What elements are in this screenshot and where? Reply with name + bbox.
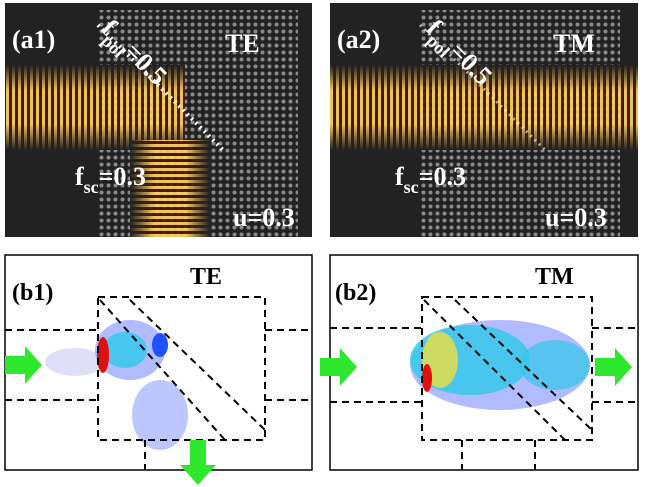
- mode-label: TM: [553, 29, 595, 58]
- field-blob: [152, 333, 168, 357]
- panel-label: (b2): [335, 280, 376, 306]
- field-blob: [103, 332, 147, 368]
- field-peak: [422, 364, 432, 392]
- value: =0.3: [419, 162, 466, 191]
- panel-b2: [320, 254, 639, 471]
- field-blob: [132, 380, 188, 450]
- field-blob: [45, 348, 105, 376]
- mode-label: TE: [190, 264, 222, 290]
- u-label: u=0.3: [545, 203, 607, 232]
- subscript: sc: [84, 177, 99, 197]
- wave-fade: [130, 140, 210, 237]
- panel-label: (b1): [12, 280, 53, 306]
- subscript: sc: [404, 177, 419, 197]
- input-arrow: [5, 346, 42, 384]
- f-sc: fsc=0.3: [75, 162, 146, 197]
- output-arrow: [595, 348, 632, 386]
- f-sc: fsc=0.3: [395, 162, 466, 197]
- value: =0.3: [99, 162, 146, 191]
- wave-fade: [5, 65, 185, 150]
- panel-a1: [5, 3, 312, 237]
- wave-fade: [330, 65, 638, 150]
- panel-b1: [4, 254, 313, 485]
- panel-a2: [330, 3, 638, 237]
- field-peak: [97, 337, 109, 373]
- structure-outline: [330, 296, 638, 470]
- mode-label: TE: [225, 29, 260, 58]
- symbol: f: [395, 162, 404, 191]
- panel-label: (a2): [337, 25, 380, 54]
- panel-label: (a1): [12, 25, 55, 54]
- mode-label: TM: [535, 264, 574, 290]
- input-arrow: [320, 348, 357, 386]
- u-label: u=0.3: [233, 203, 295, 232]
- symbol: f: [75, 162, 84, 191]
- field-blob: [520, 340, 590, 390]
- output-arrow: [180, 440, 216, 485]
